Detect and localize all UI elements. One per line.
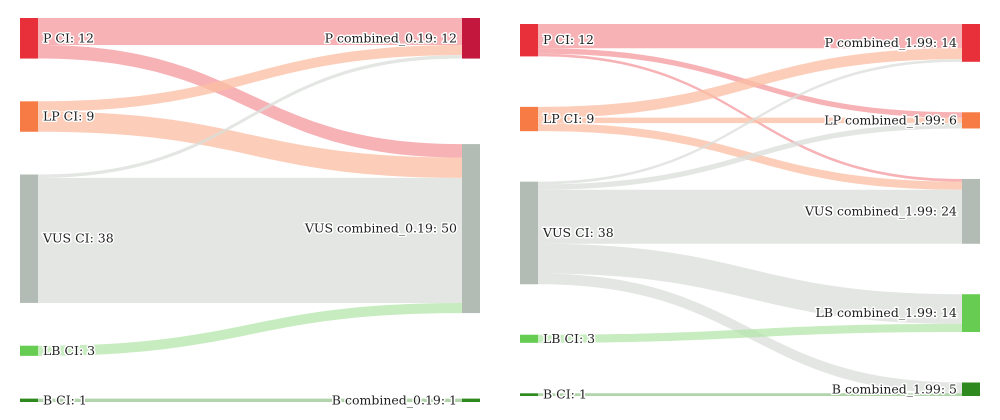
sankey-link-lb-to-lb — [538, 323, 962, 343]
sankey-labels: P CI: 12 LP CI: 9 VUS CI: 38 LB CI: 3 B CI: … — [541, 31, 959, 403]
sankey-node-left-lp — [520, 106, 538, 132]
sankey-node-label-left-p: P CI: 12 — [43, 30, 94, 45]
sankey-node-right-b — [462, 398, 480, 402]
sankey-node-left-lb — [520, 334, 538, 343]
sankey-links — [38, 18, 462, 402]
sankey-node-right-p — [962, 24, 980, 62]
sankey-link-lp-to-vus — [38, 111, 462, 178]
sankey-node-label-left-vus: VUS CI: 38 — [42, 231, 114, 246]
sankey-node-right-vus — [462, 144, 480, 314]
sankey-links — [538, 24, 962, 396]
sankey-link-vus-to-p — [38, 55, 462, 178]
sankey-node-left-p — [20, 18, 38, 59]
sankey-node-label-left-lb: LB CI: 3 — [43, 343, 95, 358]
sankey-node-label-right-b: B combined_0.19: 1 — [332, 392, 457, 407]
sankey-node-left-b — [20, 398, 38, 402]
sankey-node-right-vus — [962, 178, 980, 244]
sankey-link-p-to-p — [38, 18, 462, 46]
sankey-node-label-right-lb: LB combined_1.99: 14 — [816, 305, 958, 320]
sankey-node-left-lb — [20, 345, 38, 356]
sankey-link-b-to-b — [538, 393, 962, 396]
sankey-node-right-b — [962, 382, 980, 396]
sankey-labels: P CI: 12 LP CI: 9 VUS CI: 38 LB CI: 3 B CI: … — [41, 29, 459, 409]
sankey-nodes — [20, 18, 480, 402]
sankey-node-label-left-vus: VUS CI: 38 — [542, 225, 614, 240]
sankey-node-left-b — [520, 393, 538, 396]
sankey-link-lp-to-p — [538, 48, 962, 118]
sankey-link-b-to-b — [38, 398, 462, 402]
sankey-link-lp-to-p — [38, 45, 462, 112]
sankey-node-label-right-vus: VUS combined_1.99: 24 — [804, 203, 957, 218]
sankey-link-p-to-vus — [38, 45, 462, 158]
sankey-node-left-vus — [20, 174, 38, 303]
sankey-node-label-left-lp: LP CI: 9 — [43, 109, 94, 124]
sankey-node-label-left-lp: LP CI: 9 — [543, 111, 594, 126]
sankey-panel-left: P CI: 12 LP CI: 9 VUS CI: 38 LB CI: 3 B CI: … — [20, 18, 480, 409]
sankey-node-label-right-vus: VUS combined_0.19: 50 — [304, 221, 457, 236]
sankey-link-vus-to-p — [538, 59, 962, 185]
sankey-node-right-lb — [962, 294, 980, 333]
sankey-node-left-vus — [520, 181, 538, 285]
sankey-node-label-right-p: P combined_1.99: 14 — [825, 35, 957, 50]
sankey-node-left-lp — [20, 101, 38, 132]
sankey-link-lb-to-vus — [38, 302, 462, 356]
sankey-node-right-lp — [962, 112, 980, 129]
sankey-link-p-to-p — [538, 24, 962, 49]
sankey-panel-right: P CI: 12 LP CI: 9 VUS CI: 38 LB CI: 3 B CI: … — [520, 24, 980, 403]
sankey-link-vus-to-vus — [38, 177, 462, 303]
sankey-node-right-p — [462, 18, 480, 59]
sankey-node-label-left-p: P CI: 12 — [543, 32, 594, 47]
sankey-link-vus-to-lb — [538, 243, 962, 324]
sankey-link-vus-to-lp — [538, 123, 962, 190]
sankey-node-label-right-lp: LP combined_1.99: 6 — [824, 112, 957, 127]
sankey-node-label-left-b: B CI: 1 — [543, 387, 587, 402]
sankey-node-label-right-p: P combined_0.19: 12 — [325, 30, 457, 45]
sankey-node-label-left-b: B CI: 1 — [43, 392, 87, 407]
sankey-node-label-left-lb: LB CI: 3 — [543, 331, 595, 346]
sankey-nodes — [520, 24, 980, 396]
sankey-node-left-p — [520, 24, 538, 57]
sankey-link-vus-to-vus — [538, 189, 962, 244]
sankey-node-label-right-b: B combined_1.99: 5 — [832, 381, 957, 396]
